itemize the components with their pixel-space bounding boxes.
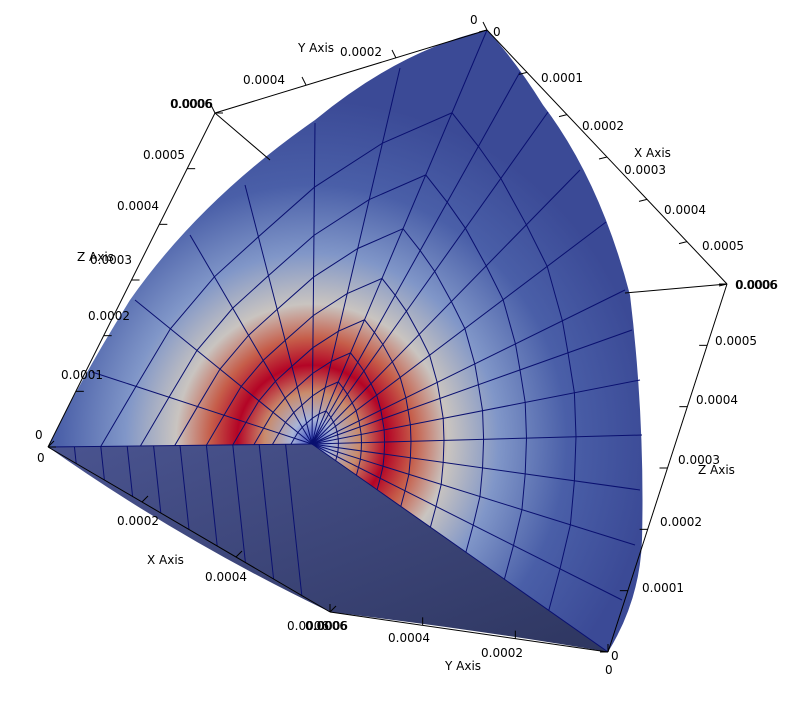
tr-x-tick-5: 0.0005 [702, 239, 744, 253]
right-z-tick-3: 0.0003 [678, 453, 720, 467]
right-z-tick-5: 0.0005 [715, 334, 757, 348]
tick-bl-0 [47, 440, 55, 448]
mesh-grid [47, 29, 643, 653]
right-z-tick-0: 0 [611, 649, 619, 663]
left-z-tick-0: 0 [35, 428, 43, 442]
bl-x-tick-1: 0.0002 [117, 514, 159, 528]
mesh-radial-11 [311, 221, 607, 445]
mesh-radial-1 [91, 371, 313, 445]
tick-tr-0 [478, 29, 488, 33]
tick-top-2 [391, 49, 397, 59]
tick-tr-1 [518, 71, 528, 75]
tick-tr-5 [678, 241, 688, 245]
bottom-grid-a-5 [179, 445, 190, 530]
tr-x-tick-3: 0.0003 [624, 163, 666, 177]
top-y-tick-3: 0.0006 [170, 97, 212, 111]
left-z-tick-5: 0.0005 [143, 148, 185, 162]
tr-x-tick-0: 0 [493, 25, 501, 39]
tick-tr-4 [638, 198, 648, 202]
mesh-radial-10 [311, 169, 581, 445]
mesh-radial-7 [311, 29, 488, 445]
bl-x-tick-3: 0.0006 [287, 619, 329, 633]
tr-x-tick-1: 0.0001 [541, 71, 583, 85]
right-z-tick-2: 0.0002 [660, 515, 702, 529]
mesh-radial-14 [311, 379, 641, 445]
bl-x-tick-2: 0.0004 [205, 570, 247, 584]
mesh-radial-3 [189, 234, 313, 445]
br-y-tick-1: 0.0002 [481, 646, 523, 660]
bl-x-tick-0: 0 [37, 451, 45, 465]
bottom-grid-a-9 [285, 444, 303, 596]
right-z-axis-title: Z Axis [698, 463, 735, 477]
mesh-radial-15 [311, 434, 643, 445]
tick-bl-3 [329, 605, 337, 613]
tick-bl-1 [141, 495, 149, 503]
bottom-face [48, 444, 608, 652]
left-z-axis-title: Z Axis [77, 250, 114, 264]
mesh-radial-19 [311, 443, 609, 653]
mesh-ring-4 [205, 277, 445, 528]
tick-marks [47, 21, 728, 653]
right-z-tick-1: 0.0001 [642, 581, 684, 595]
left-z-tick-3: 0.0003 [90, 253, 132, 267]
mesh-ring-1 [271, 381, 363, 476]
tr-x-tick-6-dup: 0.0006 [736, 278, 778, 292]
bottom-grid-a-2 [100, 446, 105, 481]
tr-x-tick-4: 0.0004 [664, 203, 706, 217]
mesh-ring-6 [139, 174, 528, 580]
br-y-axis-title: Y Axis [444, 659, 481, 673]
mesh-ring-0 [290, 410, 339, 461]
bottom-grid-a-7 [232, 444, 246, 563]
tick-tr-2 [558, 114, 568, 118]
bottom-grid-a-8 [258, 444, 275, 580]
mesh-ring-2 [253, 352, 386, 490]
mesh-radial-2 [134, 299, 313, 445]
mesh-radial-9 [311, 111, 549, 445]
mesh-radial-13 [311, 329, 633, 445]
left-z-tick-1: 0.0001 [61, 368, 103, 382]
br-y-tick-3-dup: 0.0006 [306, 619, 348, 633]
left-z-tick-4: 0.0004 [117, 199, 159, 213]
left-z-tick-2: 0.0002 [88, 309, 130, 323]
top-y-tick-2: 0.0004 [243, 73, 285, 87]
br-y-tick-2: 0.0004 [388, 631, 430, 645]
tick-top-3 [482, 21, 488, 31]
mesh-radial-17 [311, 443, 636, 546]
mesh-radial-4 [244, 184, 313, 445]
bottom-grid-a-6 [205, 445, 218, 547]
tick-top-1 [301, 76, 307, 86]
mesh-radial-16 [311, 443, 641, 491]
tick-top-0 [210, 104, 216, 114]
top-y-tick-0: 0 [470, 13, 478, 27]
br-y-tick-0: 0 [605, 663, 613, 677]
mesh-radial-6 [311, 67, 401, 445]
top-y-axis-title: Y Axis [297, 41, 334, 55]
mesh-ring-7 [100, 112, 577, 611]
top-y-tick-1: 0.0002 [340, 45, 382, 59]
bl-x-axis-title: X Axis [147, 553, 184, 567]
tr-x-tick-6: 0.0006 [735, 278, 777, 292]
sphere-surface [48, 30, 643, 652]
tr-x-tick-2: 0.0002 [582, 119, 624, 133]
bottom-grid-a-1 [73, 446, 77, 464]
mesh-radial-5 [311, 122, 316, 445]
tick-bl-2 [235, 550, 243, 558]
tick-tr-3 [598, 156, 608, 160]
top-y-tick-3-dup: 0.0006 [171, 97, 213, 111]
br-y-tick-3: 0.0006 [305, 619, 347, 633]
mesh-ring-5 [174, 228, 485, 553]
mesh-radial-8 [311, 71, 521, 445]
mesh-ring-3 [232, 319, 412, 507]
mesh-radial-18 [311, 443, 623, 601]
mesh-radial-12 [311, 289, 626, 445]
bottom-grid-a-4 [153, 445, 162, 514]
tr-x-axis-title: X Axis [634, 146, 671, 160]
bottom-grid-a-3 [126, 446, 134, 497]
right-z-tick-4: 0.0004 [696, 393, 738, 407]
